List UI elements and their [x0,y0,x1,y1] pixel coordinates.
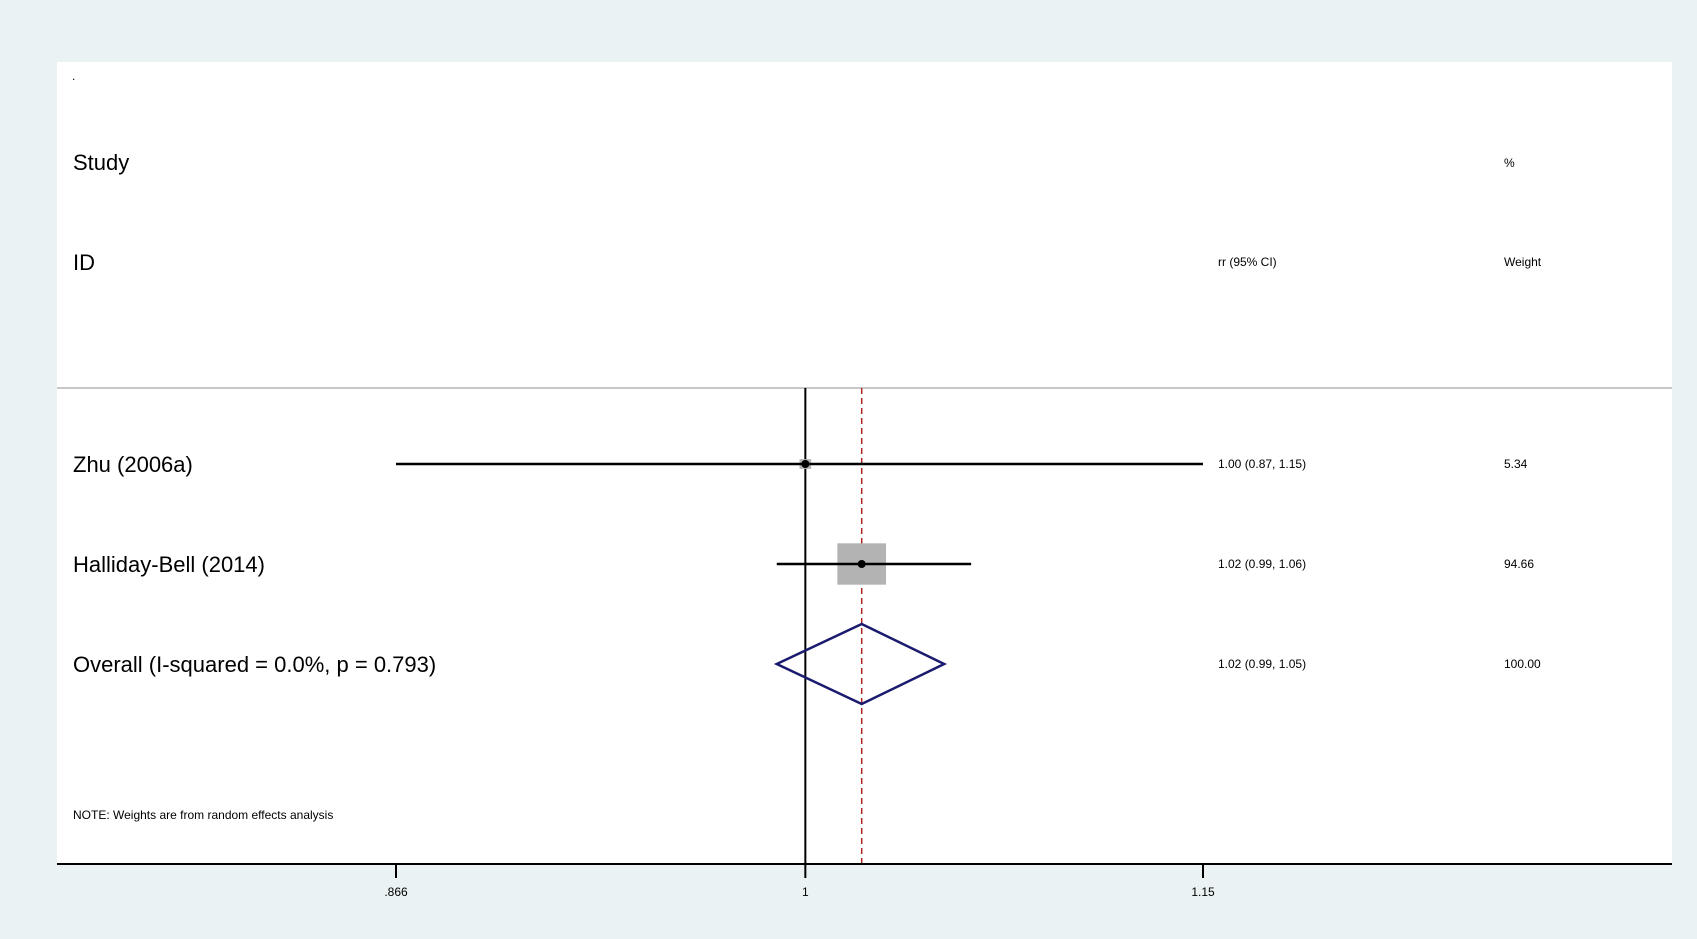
header-effect-label: rr (95% CI) [1218,255,1277,269]
study-label: Halliday-Bell (2014) [73,552,265,577]
overall-label: Overall (I-squared = 0.0%, p = 0.793) [73,652,436,677]
x-tick-label: .866 [384,885,408,899]
overall-effect-text: 1.02 (0.99, 1.05) [1218,657,1306,671]
overall-diamond [773,622,948,706]
study-row: Halliday-Bell (2014) 1.02 (0.99, 1.06) 94.… [73,543,1534,585]
header-study: Study [73,150,129,175]
corner-mark: . [72,69,75,83]
study-label: Zhu (2006a) [73,452,193,477]
x-tick-label: 1 [802,885,809,899]
point-estimate [857,560,866,568]
point-estimate [801,460,810,468]
header-id: ID [73,250,95,275]
effect-text: 1.00 (0.87, 1.15) [1218,457,1306,471]
x-tick-label: 1.15 [1191,885,1215,899]
note: NOTE: Weights are from random effects an… [73,808,333,822]
study-row: Zhu (2006a) 1.00 (0.87, 1.15) 5.34 [73,452,1528,477]
effect-text: 1.02 (0.99, 1.06) [1218,557,1306,571]
weight-text: 5.34 [1504,457,1528,471]
header-weight: Weight [1504,255,1542,269]
header-weight-percent: % [1504,156,1515,170]
weight-text: 94.66 [1504,557,1534,571]
overall-weight-text: 100.00 [1504,657,1541,671]
